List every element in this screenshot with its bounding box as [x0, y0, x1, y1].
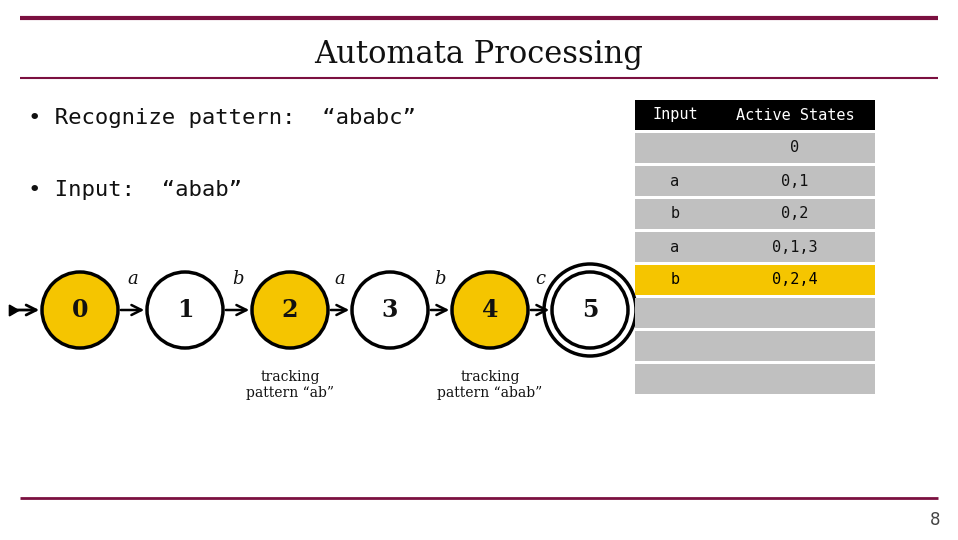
Text: • Recognize pattern:  “ababc”: • Recognize pattern: “ababc”: [28, 108, 416, 128]
FancyBboxPatch shape: [635, 364, 715, 394]
FancyBboxPatch shape: [715, 265, 875, 295]
Text: c: c: [535, 270, 545, 288]
Text: b: b: [232, 270, 243, 288]
FancyBboxPatch shape: [715, 298, 875, 328]
Text: b: b: [671, 206, 679, 221]
Circle shape: [42, 272, 118, 348]
Text: • Input:  “abab”: • Input: “abab”: [28, 180, 242, 200]
FancyBboxPatch shape: [715, 199, 875, 229]
Circle shape: [352, 272, 428, 348]
Text: tracking
pattern “abab”: tracking pattern “abab”: [438, 370, 542, 400]
Text: a: a: [671, 240, 679, 254]
Text: 0,2: 0,2: [782, 206, 809, 221]
Text: a: a: [334, 270, 346, 288]
Text: 4: 4: [482, 298, 498, 322]
Circle shape: [552, 272, 628, 348]
Text: 0,2,4: 0,2,4: [772, 273, 818, 287]
FancyBboxPatch shape: [635, 331, 715, 361]
FancyBboxPatch shape: [635, 199, 715, 229]
Circle shape: [252, 272, 328, 348]
Text: 8: 8: [929, 511, 940, 529]
Text: 0,1,3: 0,1,3: [772, 240, 818, 254]
FancyBboxPatch shape: [715, 232, 875, 262]
Text: 2: 2: [282, 298, 298, 322]
FancyBboxPatch shape: [715, 133, 875, 163]
Text: 3: 3: [382, 298, 399, 322]
FancyBboxPatch shape: [635, 133, 715, 163]
FancyBboxPatch shape: [635, 298, 715, 328]
FancyBboxPatch shape: [715, 166, 875, 196]
Text: Input: Input: [652, 107, 697, 123]
Circle shape: [147, 272, 223, 348]
Text: 0: 0: [790, 140, 800, 156]
Text: b: b: [434, 270, 445, 288]
Circle shape: [452, 272, 528, 348]
FancyBboxPatch shape: [715, 331, 875, 361]
Text: 0: 0: [72, 298, 88, 322]
Text: 0,1: 0,1: [782, 173, 809, 188]
FancyBboxPatch shape: [715, 100, 875, 130]
Text: Automata Processing: Automata Processing: [314, 39, 644, 71]
FancyBboxPatch shape: [635, 265, 715, 295]
Text: 5: 5: [582, 298, 598, 322]
Text: Active States: Active States: [736, 107, 855, 123]
Text: tracking
pattern “ab”: tracking pattern “ab”: [246, 370, 334, 400]
Text: 1: 1: [176, 298, 194, 322]
FancyBboxPatch shape: [635, 232, 715, 262]
Text: a: a: [127, 270, 138, 288]
FancyBboxPatch shape: [635, 166, 715, 196]
Text: a: a: [671, 173, 679, 188]
FancyBboxPatch shape: [635, 100, 715, 130]
FancyBboxPatch shape: [715, 364, 875, 394]
Text: b: b: [671, 273, 679, 287]
